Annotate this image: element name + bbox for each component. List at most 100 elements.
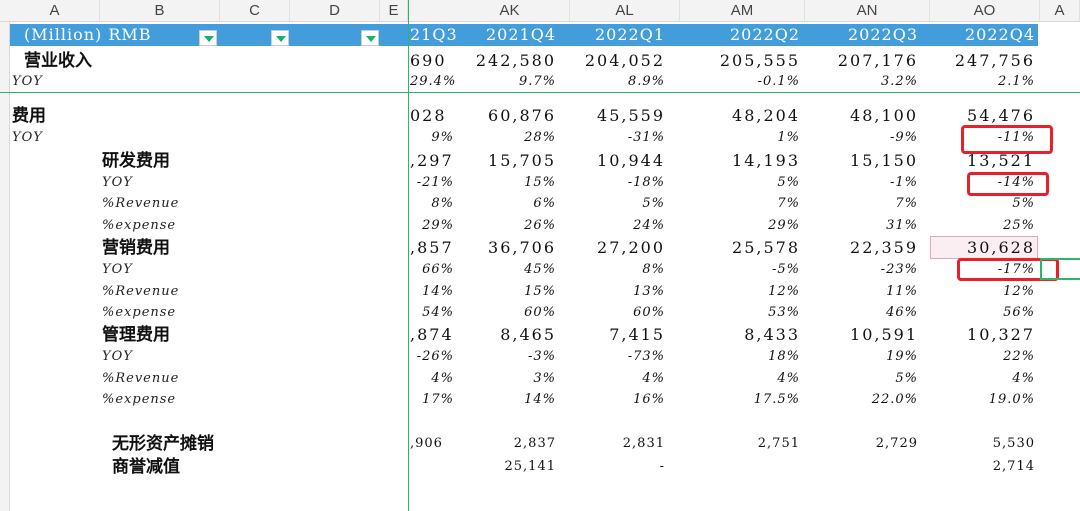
- cell-value[interactable]: 45%: [524, 262, 556, 277]
- cell-value[interactable]: 48,204: [732, 106, 800, 125]
- cell-value[interactable]: 24%: [633, 218, 665, 233]
- cell-value[interactable]: 56%: [1003, 305, 1035, 320]
- cell-value[interactable]: 204,052: [584, 51, 665, 70]
- cell-value[interactable]: 22.0%: [871, 392, 918, 407]
- cell-value[interactable]: 60%: [524, 305, 556, 320]
- cell-value[interactable]: 7%: [777, 196, 800, 211]
- cell-value[interactable]: 4%: [642, 371, 665, 386]
- cell-value[interactable]: 22%: [1003, 349, 1035, 364]
- cell-value[interactable]: 690: [410, 51, 447, 70]
- cell-value[interactable]: 2,837: [513, 436, 556, 451]
- cell-value[interactable]: -31%: [627, 130, 665, 145]
- cell-value[interactable]: 36,706: [488, 238, 556, 257]
- cell-value[interactable]: 29%: [768, 218, 800, 233]
- cell-value[interactable]: 2,729: [875, 436, 918, 451]
- cell-value[interactable]: -0.1%: [757, 74, 800, 89]
- filter-dropdown-d[interactable]: [361, 30, 379, 46]
- column-header-9[interactable]: AO: [930, 0, 1040, 22]
- cell-value[interactable]: 17%: [422, 392, 454, 407]
- cell-value[interactable]: 16%: [633, 392, 665, 407]
- cell-value[interactable]: 4%: [431, 371, 454, 386]
- cell-value[interactable]: 15%: [524, 175, 556, 190]
- cell-value[interactable]: 5%: [777, 175, 800, 190]
- cell-value[interactable]: 60%: [633, 305, 665, 320]
- cell-value[interactable]: 7%: [895, 196, 918, 211]
- cell-value[interactable]: -17%: [997, 262, 1035, 277]
- cell-value[interactable]: 4%: [1012, 371, 1035, 386]
- cell-value[interactable]: -14%: [997, 175, 1035, 190]
- cell-value[interactable]: -9%: [889, 130, 918, 145]
- cell-value[interactable]: 17.5%: [753, 392, 800, 407]
- cell-value[interactable]: 14%: [524, 392, 556, 407]
- column-header-2[interactable]: C: [220, 0, 290, 22]
- cell-value[interactable]: 18%: [768, 349, 800, 364]
- cell-value[interactable]: 8%: [431, 196, 454, 211]
- cell-value[interactable]: -23%: [880, 262, 918, 277]
- cell-value[interactable]: -1%: [889, 175, 918, 190]
- cell-value[interactable]: 3.2%: [880, 74, 918, 89]
- cell-value[interactable]: 11%: [886, 284, 918, 299]
- cell-value[interactable]: 2,831: [622, 436, 665, 451]
- cell-value[interactable]: ,297: [410, 151, 454, 170]
- cell-value[interactable]: 10,327: [967, 325, 1035, 344]
- column-header-6[interactable]: AL: [570, 0, 680, 22]
- cell-value[interactable]: 31%: [886, 218, 918, 233]
- column-header-10[interactable]: A: [1040, 0, 1080, 22]
- cell-value[interactable]: -11%: [997, 130, 1035, 145]
- cell-value[interactable]: 19%: [886, 349, 918, 364]
- cell-value[interactable]: 54,476: [967, 106, 1035, 125]
- cell-value[interactable]: 48,100: [850, 106, 918, 125]
- cell-value[interactable]: 242,580: [475, 51, 556, 70]
- cell-value[interactable]: 46%: [886, 305, 918, 320]
- column-header-3[interactable]: D: [290, 0, 380, 22]
- cell-value[interactable]: 10,944: [597, 151, 665, 170]
- cell-value[interactable]: ,857: [410, 238, 454, 257]
- cell-value[interactable]: 14%: [422, 284, 454, 299]
- cell-value[interactable]: 25,578: [732, 238, 800, 257]
- cell-value[interactable]: 5%: [642, 196, 665, 211]
- column-header-5[interactable]: AK: [450, 0, 570, 22]
- cell-value[interactable]: -5%: [771, 262, 800, 277]
- cell-value[interactable]: 8%: [642, 262, 665, 277]
- cell-value[interactable]: 5%: [1012, 196, 1035, 211]
- cell-value[interactable]: 54%: [422, 305, 454, 320]
- cell-value[interactable]: 15,150: [850, 151, 918, 170]
- cell-value[interactable]: 8,465: [500, 325, 556, 344]
- cell-value[interactable]: 22,359: [850, 238, 918, 257]
- column-header-4[interactable]: E: [380, 0, 408, 22]
- cell-value[interactable]: -26%: [416, 349, 454, 364]
- cell-value[interactable]: 66%: [422, 262, 454, 277]
- cell-value[interactable]: 19.0%: [988, 392, 1035, 407]
- filter-dropdown-b[interactable]: [199, 30, 217, 46]
- cell-value[interactable]: [680, 456, 800, 478]
- cell-value[interactable]: 247,756: [954, 51, 1035, 70]
- cell-value[interactable]: 7,415: [609, 325, 665, 344]
- column-header-0[interactable]: A: [10, 0, 100, 22]
- cell-value[interactable]: 13%: [633, 284, 665, 299]
- cell-value[interactable]: 29%: [422, 218, 454, 233]
- cell-value[interactable]: 205,555: [719, 51, 800, 70]
- cell-value[interactable]: 45,559: [597, 106, 665, 125]
- cell-value[interactable]: 60,876: [488, 106, 556, 125]
- cell-value[interactable]: 25,141: [504, 459, 556, 474]
- cell-value[interactable]: 25%: [1003, 218, 1035, 233]
- cell-value[interactable]: -3%: [527, 349, 556, 364]
- cell-value[interactable]: 2,714: [992, 459, 1035, 474]
- cell-value[interactable]: 8,433: [744, 325, 800, 344]
- cell-value[interactable]: 30,628: [967, 238, 1035, 257]
- filter-dropdown-c[interactable]: [271, 30, 289, 46]
- cell-value[interactable]: -: [659, 459, 665, 474]
- cell-value[interactable]: 028: [410, 106, 447, 125]
- cell-value[interactable]: 9%: [431, 130, 454, 145]
- cell-value[interactable]: 1%: [777, 130, 800, 145]
- cell-value[interactable]: 13,521: [967, 151, 1035, 170]
- cell-value[interactable]: -21%: [416, 175, 454, 190]
- cell-value[interactable]: 5,530: [992, 436, 1035, 451]
- cell-value[interactable]: 12%: [1003, 284, 1035, 299]
- cell-value[interactable]: 5%: [895, 371, 918, 386]
- cell-selection[interactable]: [1040, 258, 1080, 280]
- cell-value[interactable]: 27,200: [597, 238, 665, 257]
- cell-value[interactable]: 53%: [768, 305, 800, 320]
- cell-value[interactable]: -73%: [627, 349, 665, 364]
- cell-value[interactable]: 2,751: [757, 436, 800, 451]
